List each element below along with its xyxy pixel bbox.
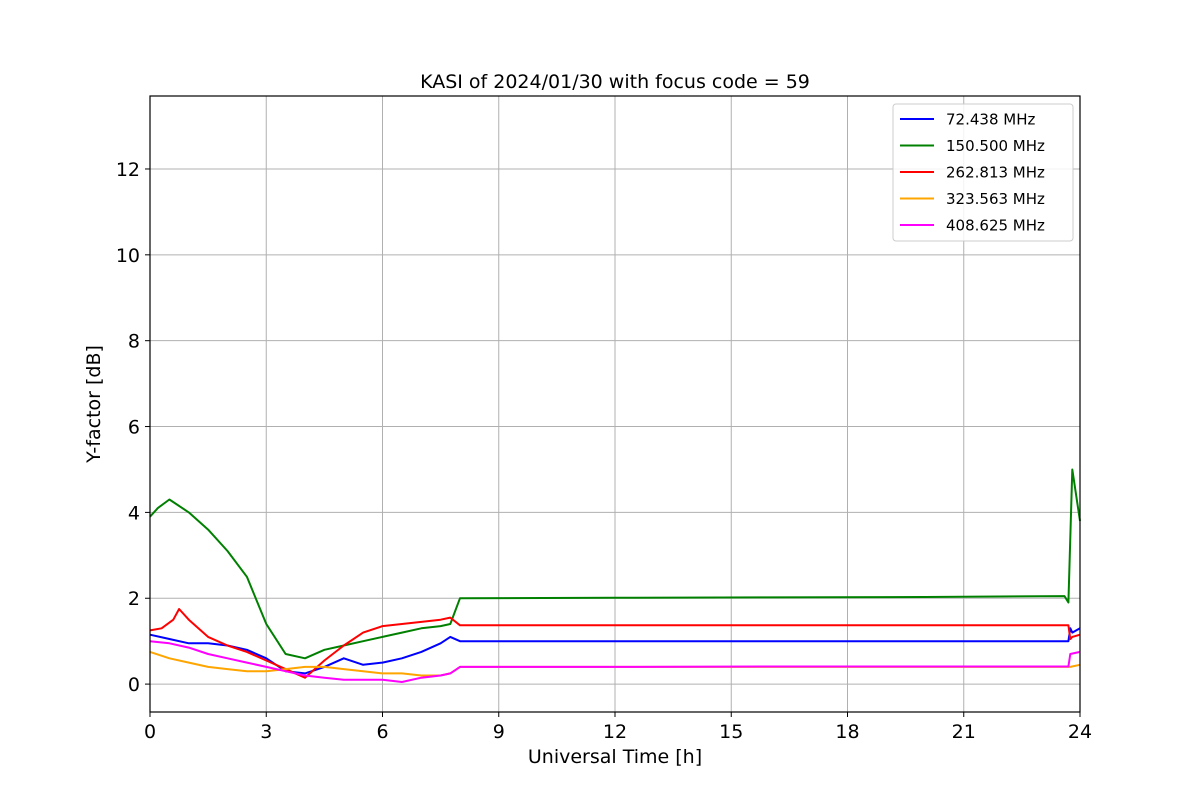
- x-tick-label: 15: [719, 721, 743, 743]
- series-line-1: [149, 468, 1081, 660]
- series-line-4: [149, 640, 1081, 683]
- y-axis-label: Y-factor [dB]: [83, 345, 105, 464]
- y-tick-label: 2: [128, 588, 140, 610]
- x-tick-label: 0: [144, 721, 156, 743]
- x-tick-label: 6: [376, 721, 388, 743]
- x-tick-label: 18: [835, 721, 859, 743]
- x-tick-label: 21: [952, 721, 976, 743]
- series-line-2: [149, 608, 1081, 679]
- legend-label: 408.625 MHz: [946, 217, 1045, 235]
- y-tick-label: 6: [128, 417, 140, 439]
- y-tick-label: 12: [116, 159, 140, 181]
- legend: 72.438 MHz 150.500 MHz 262.813 MHz 323.563 …: [892, 103, 1074, 242]
- legend-box: [892, 103, 1074, 242]
- chart-title: KASI of 2024/01/30 with focus code = 59: [420, 71, 810, 93]
- y-tick-label: 0: [128, 674, 140, 696]
- x-tick-label: 12: [603, 721, 627, 743]
- x-tick-label: 3: [260, 721, 272, 743]
- y-tick-label: 8: [128, 331, 140, 353]
- legend-label: 262.813 MHz: [946, 164, 1045, 182]
- y-axis-ticks: 0 2 4 6 8 10 12: [116, 159, 150, 696]
- series-group: [149, 468, 1081, 683]
- legend-label: 323.563 MHz: [946, 190, 1045, 208]
- x-axis-label: Universal Time [h]: [528, 746, 702, 768]
- y-tick-label: 4: [128, 502, 140, 524]
- x-tick-label: 24: [1068, 721, 1092, 743]
- grid-lines: [149, 96, 1081, 712]
- x-tick-label: 9: [493, 721, 505, 743]
- legend-label: 150.500 MHz: [946, 137, 1045, 155]
- legend-label: 72.438 MHz: [946, 111, 1035, 129]
- y-tick-label: 10: [116, 245, 140, 267]
- x-axis-ticks: 0 3 6 9 12 15 18 21 24: [144, 712, 1092, 743]
